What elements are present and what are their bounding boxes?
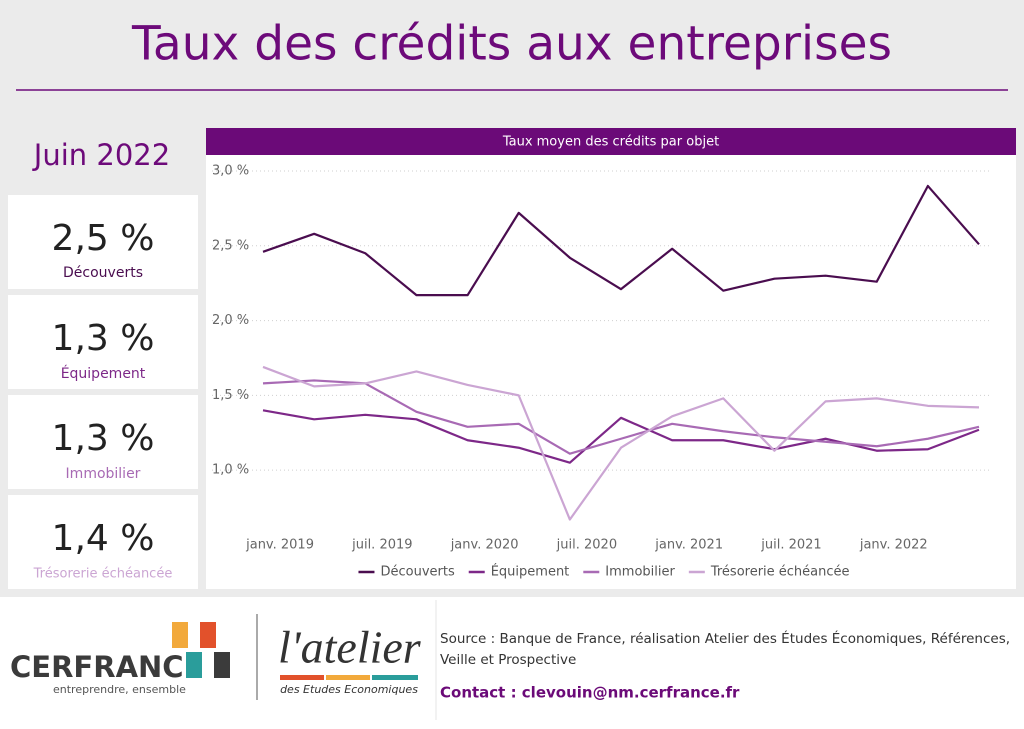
tagline: entreprendre, ensemble	[53, 683, 186, 696]
kpi-label: Équipement	[61, 365, 146, 382]
kpi-cards: 2,5 % Découverts 1,3 % Équipement 1,3 % …	[8, 195, 198, 589]
series-line	[262, 409, 980, 464]
series-line	[262, 184, 980, 297]
legend-label: Découverts	[380, 565, 454, 580]
x-tick-label: janv. 2022	[859, 538, 928, 553]
y-tick-label: 3,0 %	[212, 164, 249, 179]
y-tick-label: 2,5 %	[212, 238, 249, 253]
kpi-label: Trésorerie échéancée	[33, 567, 173, 582]
chart-header	[206, 128, 1016, 155]
legend-label: Immobilier	[605, 565, 675, 580]
y-tick-label: 1,0 %	[212, 463, 249, 478]
logo-block	[172, 622, 188, 648]
x-tick-label: juil. 2020	[556, 538, 617, 553]
kpi-card	[8, 395, 198, 489]
x-tick-label: juil. 2019	[351, 538, 412, 553]
y-tick-label: 2,0 %	[212, 313, 249, 328]
legend-label: Équipement	[491, 564, 570, 580]
chart-title: Taux moyen des crédits par objet	[502, 135, 719, 150]
footer-bg	[0, 597, 1024, 729]
period: Juin 2022	[32, 138, 170, 172]
x-tick-label: janv. 2019	[245, 538, 314, 553]
legend-label: Trésorerie échéancée	[710, 565, 850, 580]
kpi-card	[8, 495, 198, 589]
kpi-card	[8, 295, 198, 389]
logo-block	[214, 652, 230, 678]
source: Veille et Prospective	[440, 652, 576, 668]
logo-block	[186, 652, 202, 678]
kpi-value: 1,3 %	[52, 418, 155, 459]
series-line	[262, 379, 980, 455]
kpi-value: 1,4 %	[52, 518, 155, 559]
brand: CERFRANCE	[10, 650, 203, 684]
kpi-label: Immobilier	[66, 466, 141, 482]
kpi-label: Découverts	[63, 265, 143, 281]
x-tick-label: janv. 2021	[654, 538, 723, 553]
kpi-value: 1,3 %	[52, 318, 155, 359]
y-tick-label: 1,5 %	[212, 388, 249, 403]
atelier-logo: l'atelier	[278, 622, 422, 673]
footer: CERFRANCE entreprendre, ensemble l'ateli…	[10, 600, 1010, 720]
plot: 1,0 % 1,5 % 2,0 % 2,5 % 3,0 % janv. 2019 juil.…	[212, 164, 990, 580]
logo-bar	[280, 675, 324, 680]
kpi-card	[8, 195, 198, 289]
x-tick-label: juil. 2021	[760, 538, 821, 553]
series-line	[262, 365, 980, 521]
source: Source : Banque de France, réalisation A…	[440, 630, 1010, 647]
logo-block	[200, 622, 216, 648]
chart-panel	[206, 128, 1016, 589]
atelier-sub: des Etudes Economiques	[280, 683, 418, 696]
x-tick-label: janv. 2020	[450, 538, 519, 553]
contact: Contact : clevouin@nm.cerfrance.fr	[440, 684, 740, 702]
kpi-value: 2,5 %	[52, 218, 155, 259]
page-title: Taux des crédits aux entreprises	[131, 17, 892, 72]
logo-bar	[326, 675, 370, 680]
logo-bar	[372, 675, 418, 680]
